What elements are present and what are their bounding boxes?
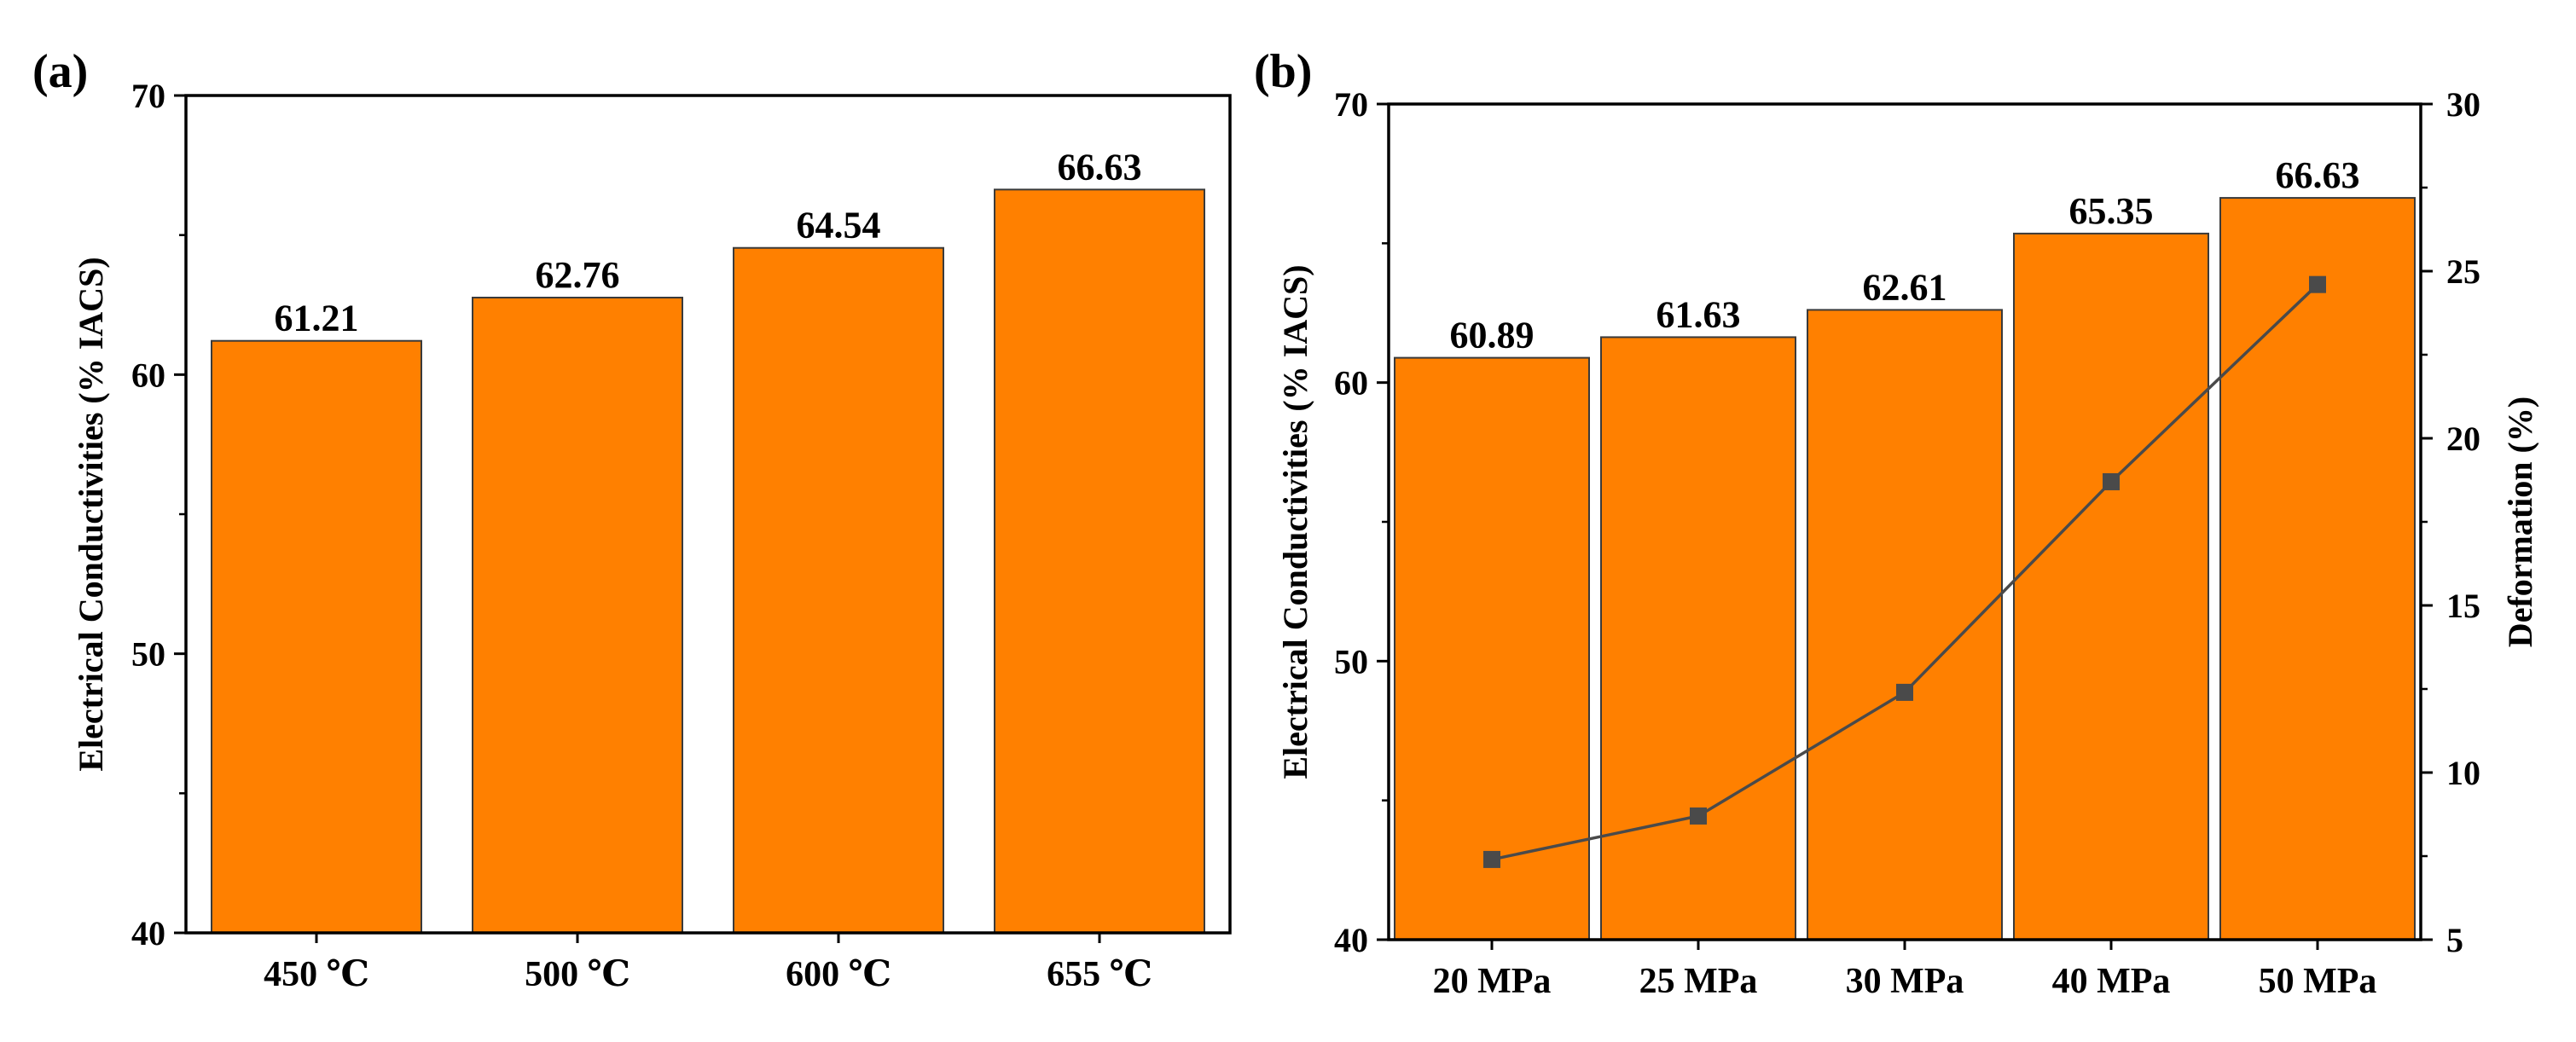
y2-tick-label: 30 bbox=[2446, 85, 2480, 124]
data-label: 61.21 bbox=[275, 298, 359, 339]
x-tick-label: 25 MPa bbox=[1639, 962, 1758, 1001]
data-label: 60.89 bbox=[1450, 315, 1535, 356]
plot-frame bbox=[1387, 102, 2422, 941]
x-tick-label: 50 MPa bbox=[2259, 962, 2377, 1001]
y-tick-label: 70 bbox=[1334, 85, 1368, 124]
deformation-marker bbox=[2103, 472, 2120, 490]
y-tick-label: 70 bbox=[131, 77, 165, 115]
y2-tick-label: 15 bbox=[2446, 587, 2480, 625]
deformation-marker bbox=[2309, 275, 2326, 293]
deformation-marker bbox=[1690, 807, 1707, 825]
y-tick-label: 60 bbox=[1334, 364, 1368, 402]
y-tick-label: 50 bbox=[131, 635, 165, 674]
data-label: 61.63 bbox=[1656, 293, 1741, 335]
y-tick-label: 40 bbox=[1334, 921, 1368, 959]
chart-panel-a: (a) 61.21 450 ℃ 62.76 500 ℃ 64.54 600 ℃ 66.63 65… bbox=[32, 45, 1232, 994]
y2-tick-label: 5 bbox=[2446, 921, 2463, 959]
x-tick-label: 655 ℃ bbox=[1047, 955, 1152, 994]
bar bbox=[472, 296, 683, 934]
bar bbox=[1394, 356, 1590, 941]
y-tick-label: 50 bbox=[1334, 642, 1368, 680]
x-tick-label: 40 MPa bbox=[2052, 962, 2171, 1001]
y2-tick-label: 10 bbox=[2446, 754, 2480, 792]
x-tick-label: 500 ℃ bbox=[525, 955, 630, 994]
x-tick-label: 600 ℃ bbox=[786, 955, 891, 994]
deformation-marker bbox=[1483, 850, 1500, 868]
data-label: 66.63 bbox=[2276, 154, 2360, 196]
chart-panel-b: (b) 60.89 20 MPa 61.63 25 MPa 62.61 30 MPa 65.3… bbox=[1254, 45, 2539, 1001]
y-axis-label: Electrical Conductivities (% IACS) bbox=[1276, 264, 1314, 779]
bar bbox=[2013, 232, 2209, 941]
bar bbox=[2219, 197, 2416, 941]
bar bbox=[733, 246, 944, 934]
x-tick-label: 20 MPa bbox=[1433, 962, 1552, 1001]
data-label: 62.61 bbox=[1863, 266, 1947, 308]
data-label: 65.35 bbox=[2069, 190, 2154, 232]
deformation-marker bbox=[1896, 683, 1913, 701]
data-label: 66.63 bbox=[1058, 146, 1142, 188]
x-tick-label: 30 MPa bbox=[1846, 962, 1964, 1001]
y2-tick-label: 20 bbox=[2446, 420, 2480, 458]
panel-label: (b) bbox=[1254, 45, 1312, 98]
data-label: 64.54 bbox=[797, 205, 881, 246]
plot-frame bbox=[184, 94, 1232, 935]
data-label: 62.76 bbox=[536, 254, 620, 296]
y2-axis-label: Deformation (%) bbox=[2501, 397, 2539, 647]
bar bbox=[211, 339, 422, 934]
x-tick-label: 450 ℃ bbox=[264, 955, 369, 994]
panel-label: (a) bbox=[32, 45, 88, 98]
bar bbox=[1600, 336, 1796, 941]
y-axis-label: Electrical Conductivities (% IACS) bbox=[72, 257, 110, 771]
y-tick-label: 60 bbox=[131, 356, 165, 394]
y-tick-label: 40 bbox=[131, 914, 165, 952]
bar bbox=[994, 188, 1205, 934]
y2-tick-label: 25 bbox=[2446, 252, 2480, 291]
